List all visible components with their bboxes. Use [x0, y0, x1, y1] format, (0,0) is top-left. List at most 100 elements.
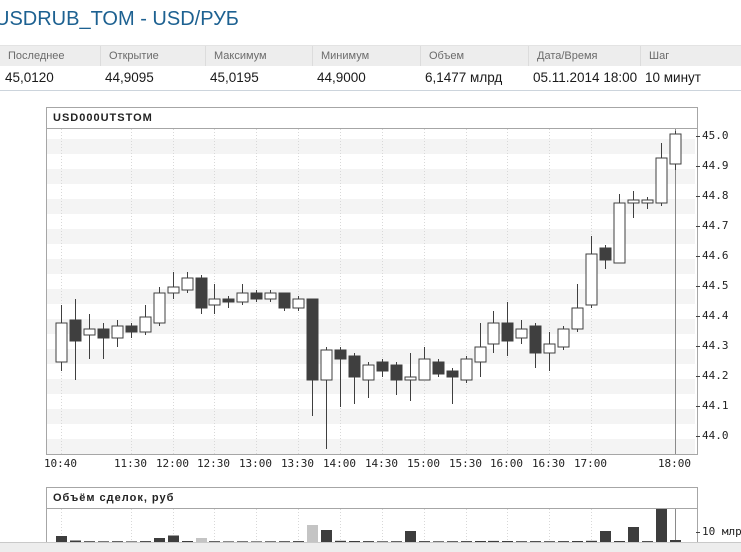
tick-mark — [696, 435, 700, 437]
volume-bar — [614, 541, 625, 542]
volume-bar — [307, 525, 318, 542]
candle-body — [655, 157, 668, 204]
candle-body — [557, 328, 570, 348]
summary-values-row: 45,0120 44,9095 45,0195 44,9000 6,1477 м… — [0, 66, 741, 91]
volume-bar — [433, 541, 444, 542]
volume-axis-tick-label: 10 млрд — [696, 526, 741, 538]
candle-body — [97, 328, 110, 339]
volume-bar — [223, 541, 234, 542]
price-band — [47, 379, 695, 394]
candle-body — [501, 322, 514, 342]
volume-panel-title: Объём сделок, руб — [47, 488, 697, 509]
candle-body — [474, 346, 487, 363]
candle-body — [418, 358, 431, 381]
tick-mark — [696, 195, 700, 197]
y-axis-tick-label: 44.2 — [696, 370, 729, 382]
summary-header-row: Последнее Открытие Максимум Минимум Объе… — [0, 45, 741, 66]
volume-bar — [600, 531, 611, 542]
candle-body — [292, 298, 305, 309]
x-axis-tick-label: 11:30 — [113, 457, 148, 470]
volume-bar — [237, 541, 248, 542]
candle-body — [320, 349, 333, 381]
tick-mark — [696, 405, 700, 407]
volume-bar — [209, 541, 220, 542]
summary-value-high: 45,0195 — [210, 70, 259, 85]
volume-bar — [140, 541, 151, 542]
candle-body — [432, 361, 445, 375]
x-axis-tick-label: 14:00 — [322, 457, 357, 470]
price-band — [47, 229, 695, 244]
summary-col-header: Открытие — [100, 46, 205, 66]
price-band — [47, 349, 695, 364]
tick-mark — [696, 531, 700, 533]
x-axis-tick-label: 12:30 — [196, 457, 231, 470]
volume-bar — [154, 538, 165, 542]
candle-body — [139, 316, 152, 333]
price-band — [47, 199, 695, 214]
y-axis-tick-label: 45.0 — [696, 130, 729, 142]
volume-bar — [530, 541, 541, 542]
summary-col-header: Шаг — [640, 46, 741, 66]
y-axis-tick-label: 44.9 — [696, 160, 729, 172]
summary-col-header: Максимум — [205, 46, 312, 66]
x-axis-tick-label: 10:40 — [43, 457, 78, 470]
volume-chart-panel[interactable]: Объём сделок, руб — [46, 487, 698, 543]
y-axis-tick-label: 44.5 — [696, 280, 729, 292]
summary-col-header: Последнее — [8, 50, 65, 62]
candle-body — [641, 199, 654, 204]
summary-col-header: Минимум — [312, 46, 420, 66]
volume-bar — [182, 541, 193, 542]
price-chart-panel[interactable]: USD000UTSTOM — [46, 107, 698, 455]
volume-bar — [572, 541, 583, 542]
volume-bar — [516, 541, 527, 542]
candle-body — [460, 358, 473, 381]
volume-bar — [335, 540, 346, 542]
summary-value-last: 45,0120 — [5, 70, 54, 85]
candle-body — [111, 325, 124, 339]
candle-body — [195, 277, 208, 309]
summary-value-datetime: 05.11.2014 18:00 — [533, 70, 638, 85]
y-axis-tick-label: 44.3 — [696, 340, 729, 352]
candle-body — [404, 376, 417, 381]
volume-bar — [447, 541, 458, 542]
candle-body — [543, 343, 556, 354]
volume-bar — [293, 541, 304, 542]
candle-body — [181, 277, 194, 291]
page-title: USDRUB_TOM - USD/РУБ — [0, 8, 239, 30]
volume-bar — [56, 536, 67, 542]
window-bottom-strip — [0, 542, 741, 552]
volume-bar — [558, 541, 569, 542]
candle-body — [264, 292, 277, 300]
candle-body — [306, 298, 319, 381]
volume-bar — [251, 541, 262, 542]
candlestick-chart[interactable] — [47, 129, 695, 454]
volume-bar — [642, 541, 653, 542]
tick-mark — [696, 375, 700, 377]
volume-chart[interactable] — [47, 509, 695, 542]
candle-body — [487, 322, 500, 345]
y-axis-tick-label: 44.0 — [696, 430, 729, 442]
volume-bar — [279, 541, 290, 542]
volume-bar — [391, 541, 402, 542]
summary-col-header: Объем — [420, 46, 528, 66]
volume-bar — [349, 541, 360, 542]
candle-body — [236, 292, 249, 303]
candle-body — [125, 325, 138, 333]
x-axis-tick-label: 13:30 — [280, 457, 315, 470]
volume-bar — [377, 541, 388, 542]
x-axis-tick-label: 15:30 — [448, 457, 483, 470]
candle-body — [529, 325, 542, 354]
y-axis-tick-label: 44.6 — [696, 250, 729, 262]
summary-value-low: 44,9000 — [317, 70, 366, 85]
candle-body — [83, 328, 96, 336]
volume-bar — [628, 527, 639, 542]
candle-body — [585, 253, 598, 306]
y-axis-tick-label: 44.8 — [696, 190, 729, 202]
tick-mark — [696, 255, 700, 257]
summary-value-open: 44,9095 — [105, 70, 154, 85]
volume-bar — [502, 541, 513, 542]
volume-bar — [98, 541, 109, 542]
candle-body — [515, 328, 528, 339]
candle-body — [390, 364, 403, 381]
volume-bar — [112, 541, 123, 542]
